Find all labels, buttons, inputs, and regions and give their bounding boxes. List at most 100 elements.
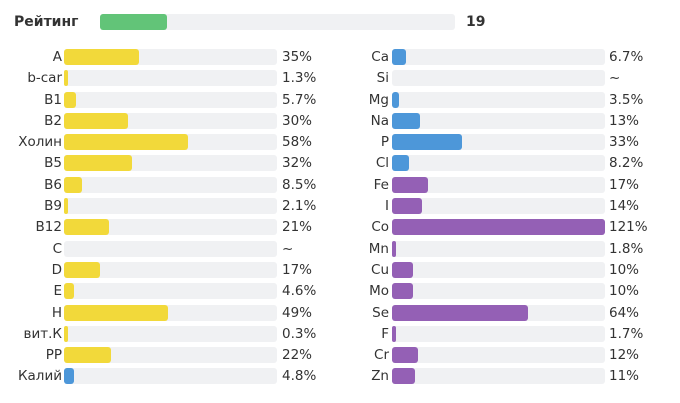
nutrient-name: B2 (44, 112, 62, 129)
nutrient-name: Cr (374, 347, 389, 364)
nutrient-bar-fill (392, 49, 407, 65)
nutrient-bar-fill (64, 325, 68, 342)
nutrient-value: 17% (609, 176, 640, 193)
nutrient-bar-fill (64, 219, 109, 236)
nutrient-bar (64, 134, 277, 151)
nutrient-value: ~ (282, 240, 294, 257)
nutrient-value: 2.1% (282, 198, 317, 215)
rating-bar-fill (100, 14, 168, 30)
nutrient-bar (392, 91, 605, 108)
nutrient-bar-fill (392, 240, 396, 257)
nutrient-name: Mn (368, 240, 389, 257)
nutrient-value: 33% (609, 134, 640, 151)
nutrient-bar-fill (392, 155, 410, 172)
nutrient-value: 22% (282, 347, 313, 364)
nutrient-bar (392, 283, 605, 300)
nutrient-bar (64, 155, 277, 172)
rating-value: 19 (466, 14, 486, 30)
nutrient-value: 17% (282, 261, 313, 278)
nutrient-bar-fill (64, 176, 83, 193)
nutrient-bar (392, 49, 605, 65)
nutrient-bar-fill (64, 261, 101, 278)
nutrient-name: Na (370, 112, 389, 129)
nutrient-value: 35% (282, 49, 313, 65)
nutrient-value: 58% (282, 134, 313, 151)
nutrient-name: I (385, 198, 389, 215)
nutrient-value: 1.7% (609, 325, 644, 342)
nutrient-bar (392, 198, 605, 215)
nutrient-name: Mo (369, 283, 389, 300)
nutrient-bar (392, 240, 605, 257)
nutrient-value: 8.5% (282, 176, 317, 193)
nutrient-bar (64, 176, 277, 193)
nutrient-name: Zn (371, 368, 389, 385)
nutrient-name: Fe (373, 176, 389, 193)
nutrient-bar-fill (392, 112, 420, 129)
nutrient-bar (392, 304, 605, 321)
nutrient-value: 21% (282, 219, 313, 236)
nutrient-bar-fill (64, 134, 188, 151)
nutrient-value: 4.6% (282, 283, 317, 300)
nutrient-value: 64% (609, 304, 640, 321)
nutrient-bar (392, 134, 605, 151)
nutrient-bar (64, 283, 277, 300)
nutrient-name: A (52, 49, 62, 65)
nutrient-bar-fill (392, 261, 414, 278)
nutrient-name: Co (371, 219, 389, 236)
nutrient-value: 10% (609, 261, 640, 278)
nutrient-name: B12 (35, 219, 62, 236)
nutrient-bar (64, 112, 277, 129)
nutrient-bar (64, 49, 277, 65)
nutrient-value: 5.7% (282, 91, 317, 108)
nutrient-bar-fill (392, 219, 605, 236)
nutrient-name: B6 (44, 176, 62, 193)
nutrient-bar-fill (392, 304, 529, 321)
nutrient-bar-fill (392, 91, 400, 108)
nutrient-value: 8.2% (609, 155, 644, 172)
nutrient-bar-fill (392, 176, 429, 193)
nutrient-value: 10% (609, 283, 640, 300)
nutrient-bar-fill (392, 134, 463, 151)
nutrient-bar (64, 198, 277, 215)
nutrient-value: ~ (609, 70, 621, 87)
nutrient-bar (64, 91, 277, 108)
nutrient-bar-fill (392, 347, 418, 364)
nutrient-bar (64, 240, 277, 257)
nutrient-value: 32% (282, 155, 313, 172)
nutrient-bar-fill (64, 304, 169, 321)
nutrient-value: 0.3% (282, 325, 317, 342)
nutrient-name: Калий (17, 368, 62, 385)
nutrient-bar-fill (64, 198, 69, 215)
nutrient-name: Se (372, 304, 389, 321)
nutrient-value: 3.5% (609, 91, 644, 108)
rating-row: Рейтинг 19 (14, 13, 674, 31)
rating-label: Рейтинг (14, 14, 79, 30)
nutrient-value: 121% (609, 219, 648, 236)
nutrient-bar-fill (392, 368, 416, 385)
nutrient-bar (392, 155, 605, 172)
nutrient-bar-fill (64, 368, 75, 385)
nutrient-name: B1 (44, 91, 62, 108)
nutrient-name: вит.К (23, 325, 62, 342)
nutrient-value: 1.8% (609, 240, 644, 257)
nutrient-name: Mg (368, 91, 389, 108)
nutrient-name: B9 (44, 198, 62, 215)
nutrient-value: 13% (609, 112, 640, 129)
nutrient-value: 11% (609, 368, 640, 385)
nutrient-value: 14% (609, 198, 640, 215)
nutrient-value: 6.7% (609, 49, 644, 65)
nutrient-bar-fill (64, 347, 111, 364)
nutrient-bar (392, 112, 605, 129)
nutrient-value: 49% (282, 304, 313, 321)
nutrient-bar-fill (64, 49, 139, 65)
nutrient-bar (64, 219, 277, 236)
nutrient-name: PP (45, 347, 62, 364)
nutrient-name: Cu (371, 261, 389, 278)
nutrient-name: H (51, 304, 62, 321)
nutrient-bar (64, 368, 277, 385)
nutrient-bar-fill (64, 155, 133, 172)
nutrient-name: D (51, 261, 62, 278)
nutrient-bar-fill (392, 325, 396, 342)
nutrient-bar (64, 325, 277, 342)
nutrient-bar (64, 304, 277, 321)
